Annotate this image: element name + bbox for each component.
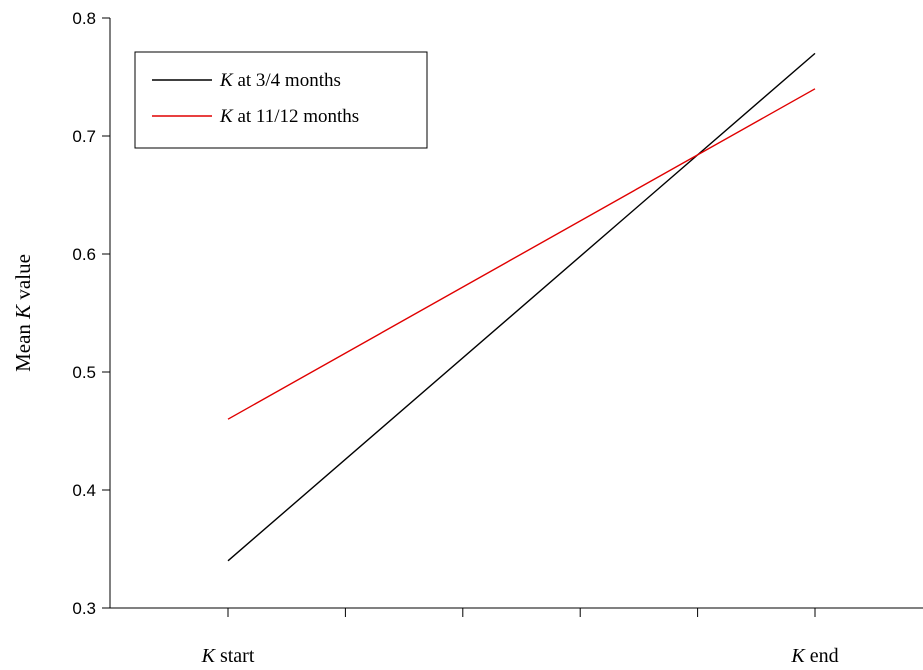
x-category-label-italic: K [201, 645, 217, 667]
y-tick-label: 0.4 [72, 481, 96, 500]
legend-entry-series-2-rest: at 11/12 months [233, 106, 360, 127]
y-axis-title-prefix: Mean [11, 319, 35, 372]
x-category-label: K start [201, 645, 255, 667]
legend-entry-series-1-italic: K [219, 70, 234, 91]
x-category-labels: K start K end [201, 645, 839, 667]
legend-entry-series-2: K at 11/12 months [219, 106, 359, 127]
plot-frame [109, 18, 923, 609]
x-category-label: K end [790, 645, 838, 667]
y-tick-label: 0.8 [72, 9, 96, 28]
legend: K at 3/4 months K at 11/12 months [134, 51, 428, 149]
y-tick-label: 0.5 [72, 363, 96, 382]
x-axis-ticks [227, 608, 816, 617]
y-axis-title: Mean K value [11, 254, 35, 372]
series-layer [227, 52, 816, 562]
y-tick-label: 0.7 [72, 127, 96, 146]
series-line-2 [227, 88, 816, 420]
y-axis-title-suffix: value [11, 254, 35, 305]
legend-entry-series-1-rest: at 3/4 months [233, 70, 341, 91]
series-line-1 [227, 52, 816, 562]
legend-box [134, 51, 428, 149]
y-tick-label: 0.6 [72, 245, 96, 264]
y-tick-label: 0.3 [72, 599, 96, 618]
y-axis-title-italic: K [11, 304, 35, 320]
legend-entry-series-1: K at 3/4 months [219, 70, 341, 91]
y-axis-ticks: 0.3 0.4 0.5 0.6 0.7 0.8 [72, 9, 110, 618]
x-category-label-italic: K [790, 645, 806, 667]
x-category-label-rest: end [805, 645, 839, 667]
x-category-label-rest: start [215, 645, 255, 667]
legend-entry-series-2-italic: K [219, 106, 234, 127]
